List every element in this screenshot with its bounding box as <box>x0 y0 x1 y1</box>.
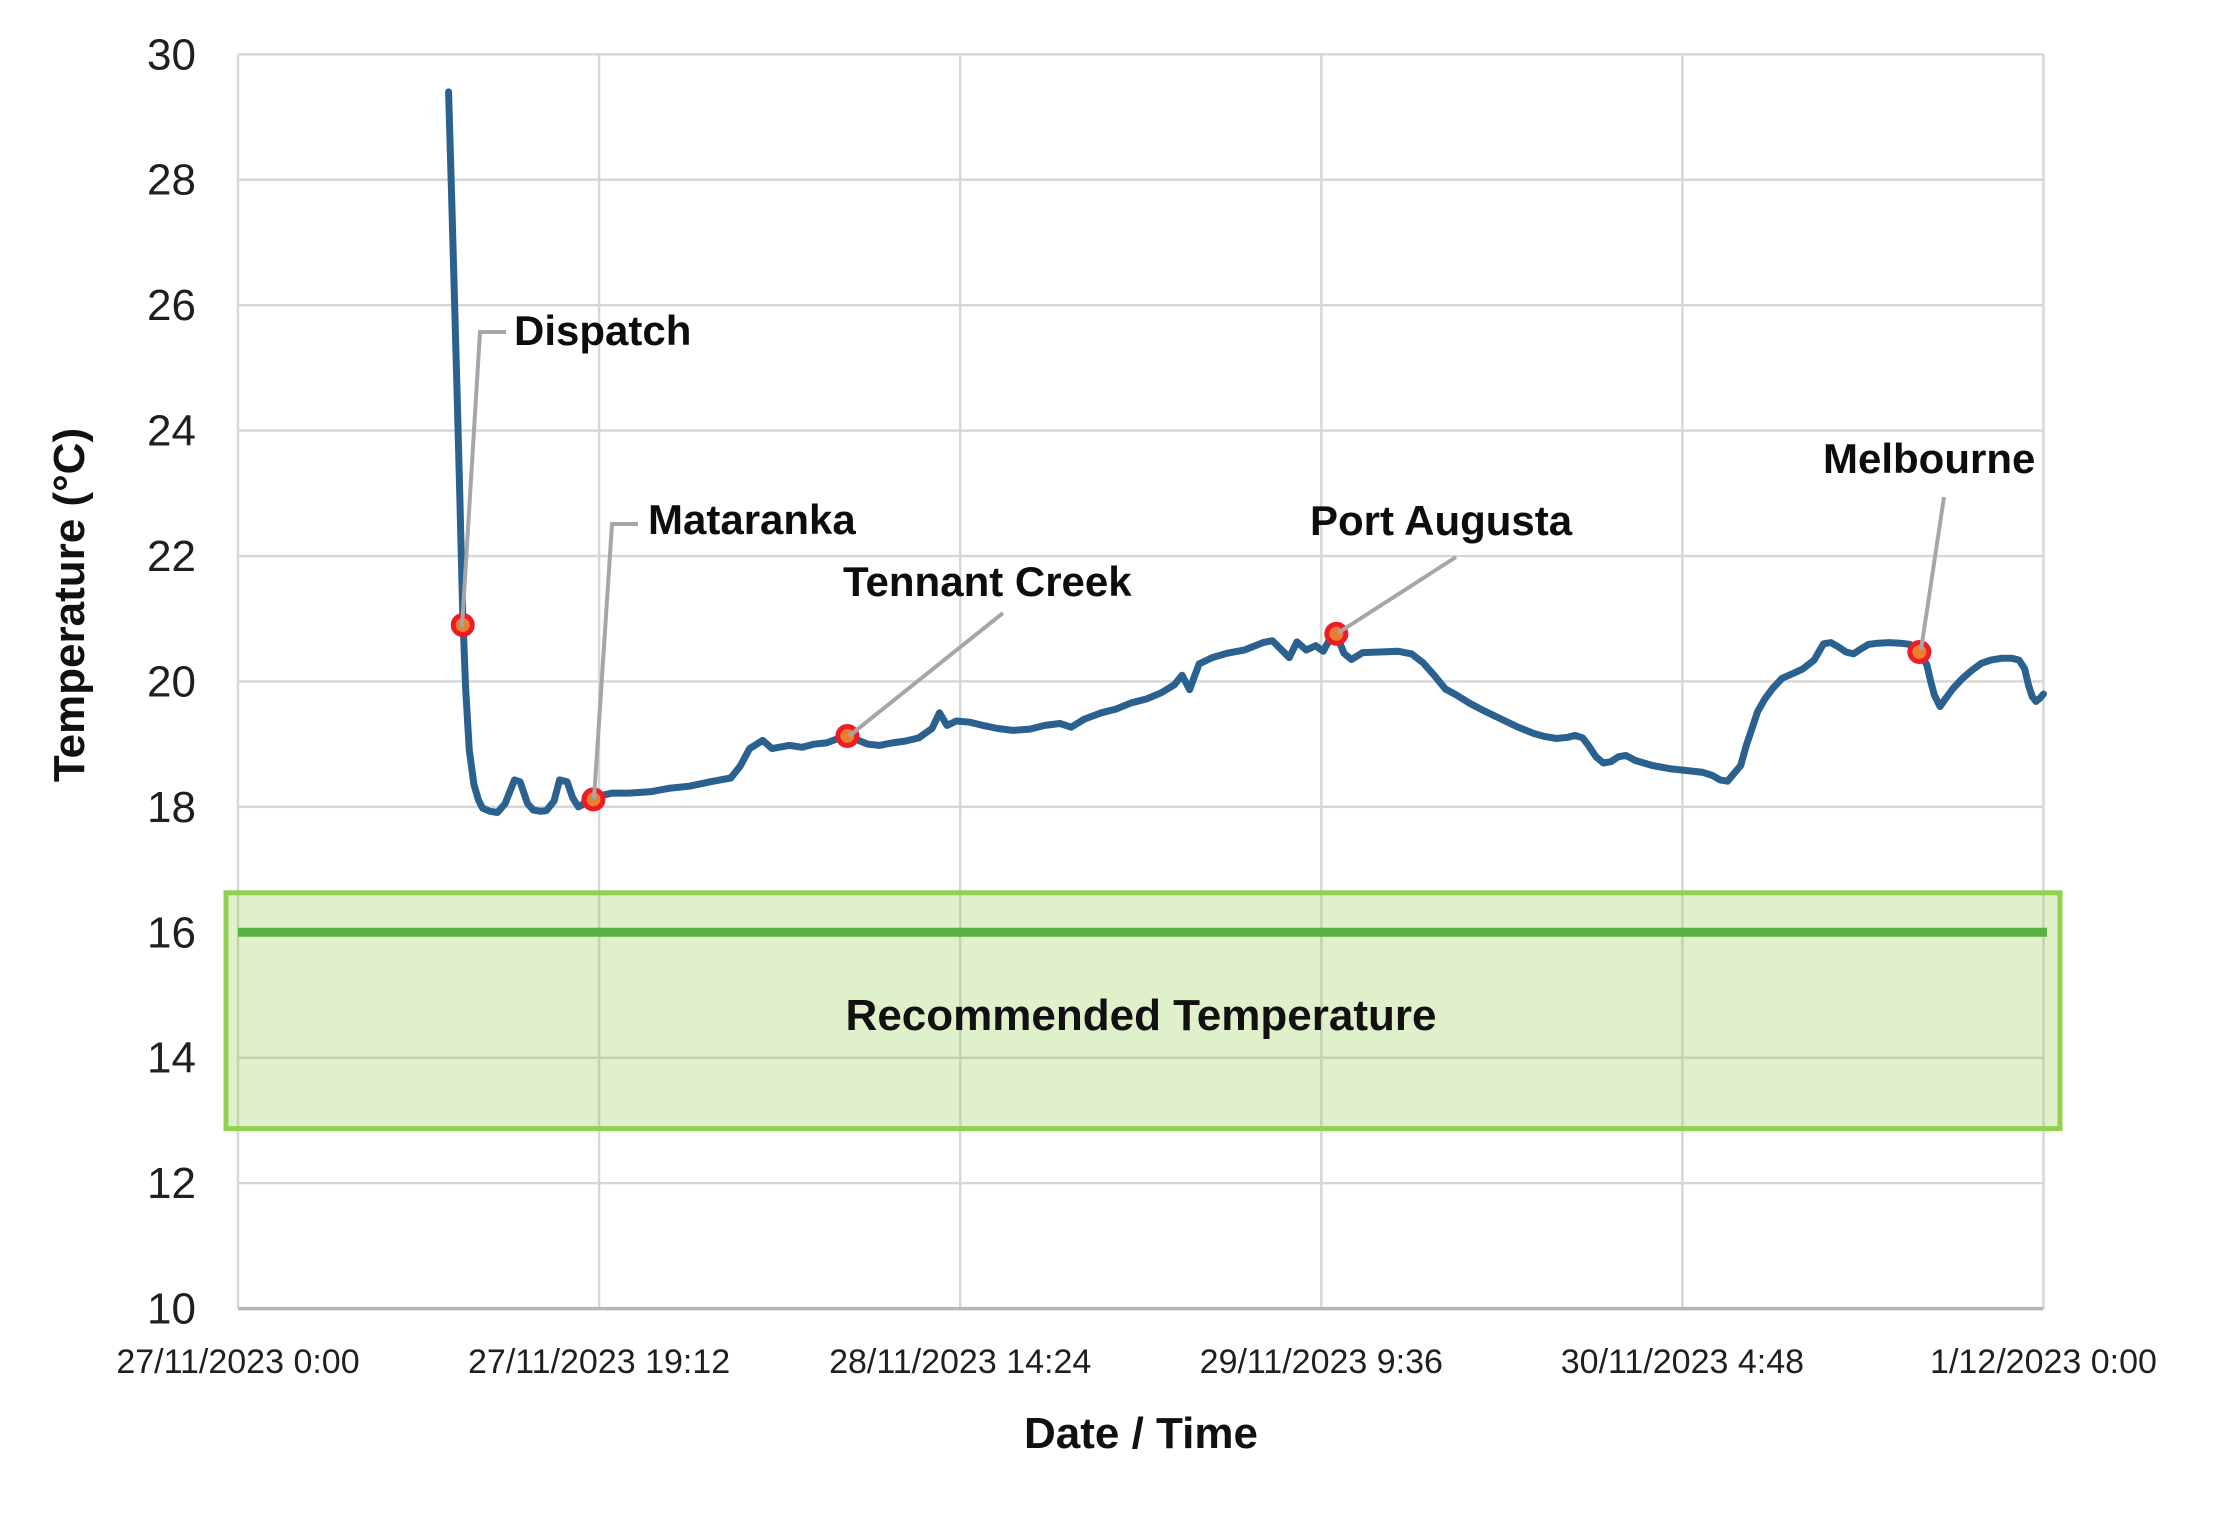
x-axis-title: Date / Time <box>1024 1409 1258 1458</box>
y-tick-label: 10 <box>147 1285 196 1334</box>
y-tick-label: 28 <box>147 156 196 205</box>
x-tick-label: 27/11/2023 0:00 <box>116 1343 359 1381</box>
x-tick-label: 1/12/2023 0:00 <box>1930 1343 2157 1381</box>
y-tick-label: 16 <box>147 908 196 957</box>
x-tick-label: 27/11/2023 19:12 <box>468 1343 730 1381</box>
callout-label-tennant-creek: Tennant Creek <box>843 558 1132 605</box>
axis-layer: 30 28 26 24 22 20 18 16 14 12 10 27/11/2023 0:00 27/… <box>116 30 2157 1381</box>
leader-line-mataranka <box>592 522 638 800</box>
y-tick-label: 14 <box>147 1034 196 1083</box>
leader-line-port-augusta <box>1336 555 1458 635</box>
callout-label-melbourne: Melbourne <box>1823 435 2035 482</box>
marker-layer <box>450 613 1932 812</box>
marker-tennant-creek <box>835 724 860 749</box>
y-tick-label: 24 <box>147 407 196 456</box>
callout-label-mataranka: Mataranka <box>648 496 856 543</box>
label-layer: Temperature (°C) Date / Time Recommended… <box>45 428 1436 1458</box>
recommended-band-label: Recommended Temperature <box>846 991 1437 1040</box>
grid-layer <box>236 53 2045 1309</box>
marker-melbourne <box>1907 639 1932 664</box>
x-tick-label: 30/11/2023 4:48 <box>1561 1343 1804 1381</box>
x-tick-label: 29/11/2023 9:36 <box>1200 1343 1443 1381</box>
y-axis-title: Temperature (°C) <box>45 428 94 782</box>
leader-line-tennant-creek <box>847 611 1005 738</box>
series-line-temperature <box>445 88 2047 816</box>
leader-line-dispatch <box>460 330 506 628</box>
recommended-band <box>223 890 2063 1132</box>
y-tick-label: 12 <box>147 1159 196 1208</box>
y-tick-label: 18 <box>147 783 196 832</box>
y-tick-label: 22 <box>147 532 196 581</box>
y-tick-label: 20 <box>147 657 196 706</box>
y-tick-label: 26 <box>147 281 196 330</box>
x-tick-label: 28/11/2023 14:24 <box>829 1343 1091 1381</box>
leader-line-melbourne <box>1919 496 1946 651</box>
marker-port-augusta <box>1324 621 1349 646</box>
callout-label-dispatch: Dispatch <box>514 307 691 354</box>
callout-label-port-augusta: Port Augusta <box>1310 497 1573 544</box>
y-tick-label: 30 <box>147 30 196 79</box>
series-layer <box>445 88 2047 816</box>
callout-layer: Dispatch Mataranka Tennant Creek Port Augus… <box>460 307 2035 800</box>
